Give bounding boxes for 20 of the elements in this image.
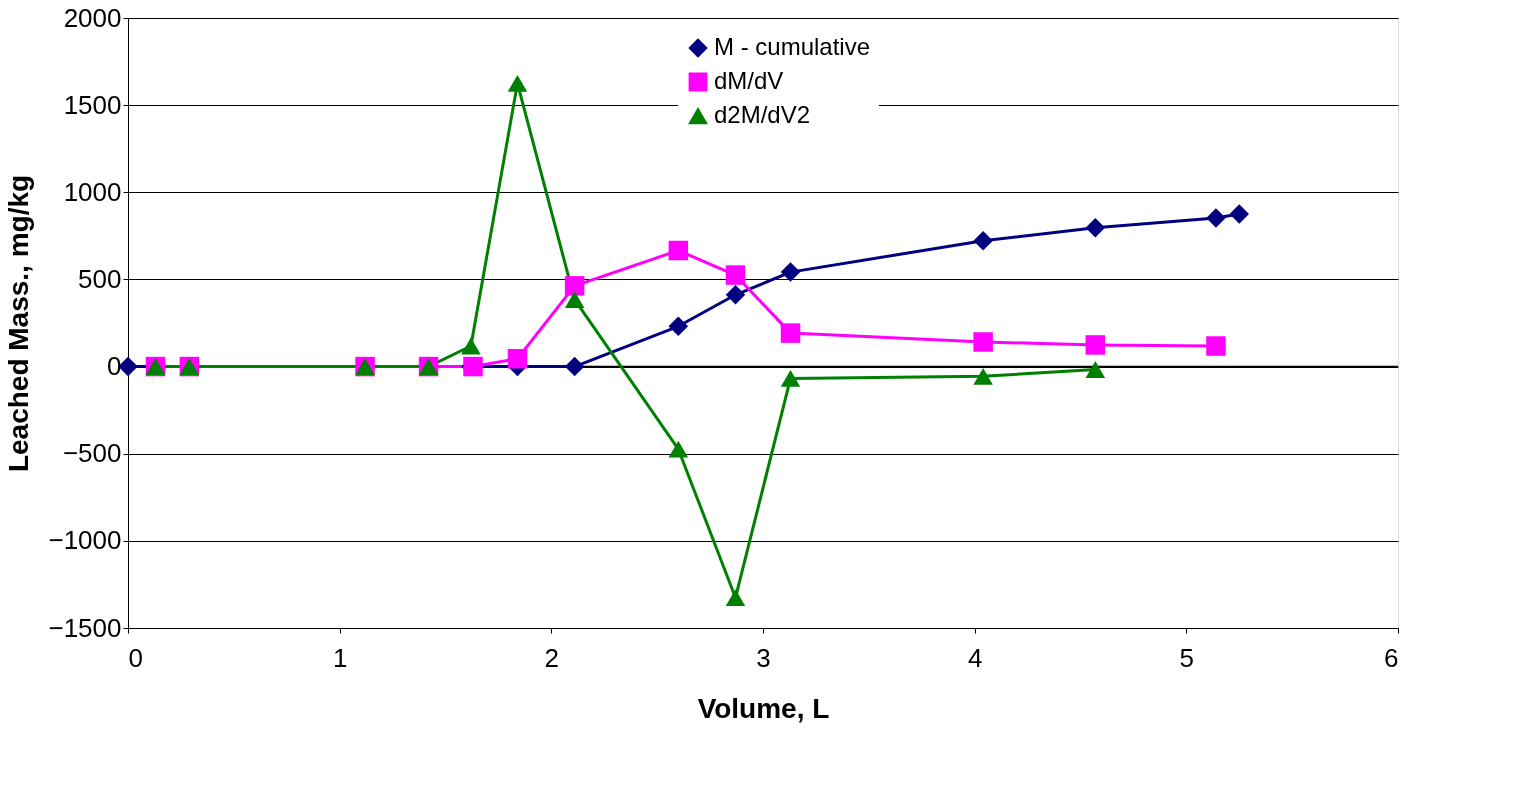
y-tick-label: −500 [62,438,122,469]
y-axis-title: Leached Mass., mg/kg [3,174,35,473]
x-tick-label: 1 [332,642,348,673]
x-tick-label: 3 [756,642,771,673]
y-tick-label: 1500 [63,89,122,120]
y-tick-label: 1000 [63,176,122,207]
x-tick-label: 4 [967,642,983,673]
y-tick-label: 0 [107,351,122,382]
x-tick-label: 2 [544,642,560,673]
x-tick-label: 0 [128,642,143,673]
x-axis-title: Volume, L [697,692,830,724]
x-tick-label: 6 [1384,642,1399,673]
x-tick-label: 5 [1179,642,1195,673]
legend-label: dM/dV [714,67,784,94]
legend-label: M - cumulative [714,33,871,60]
y-tick-label: 500 [78,263,122,294]
y-tick-label: −1000 [48,525,122,556]
y-tick-label: 2000 [63,2,122,33]
y-tick-label: −1500 [48,612,122,643]
legend-label: d2M/dV2 [714,101,811,128]
